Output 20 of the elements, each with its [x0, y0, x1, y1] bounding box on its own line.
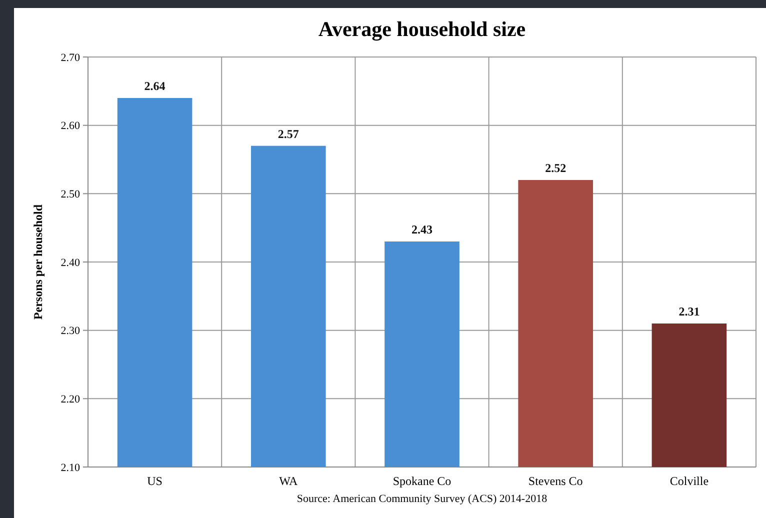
x-tick-label: Colville	[670, 474, 709, 488]
x-tick-label: US	[147, 474, 162, 488]
source-note: Source: American Community Survey (ACS) 2014-2018	[296, 493, 548, 505]
x-tick-label: WA	[279, 474, 298, 488]
chart-title: Average household size	[318, 17, 526, 41]
y-tick-label: 2.50	[60, 188, 80, 201]
data-label: 2.64	[144, 79, 166, 93]
y-tick-label: 2.10	[60, 462, 80, 474]
data-label: 2.57	[278, 126, 299, 141]
data-label: 2.52	[545, 161, 566, 175]
x-tick-label: Stevens Co	[528, 474, 583, 488]
y-tick-label: 2.70	[60, 52, 80, 64]
x-tick-label: Spokane Co	[392, 474, 452, 488]
y-axis-title: Persons per household	[31, 204, 45, 320]
data-label: 2.31	[678, 304, 700, 318]
y-tick-label: 2.30	[60, 325, 80, 338]
y-tick-label: 2.20	[60, 394, 80, 406]
data-label: 2.43	[412, 222, 432, 236]
y-tick-label: 2.40	[60, 256, 80, 269]
y-tick-label: 2.60	[60, 120, 80, 132]
